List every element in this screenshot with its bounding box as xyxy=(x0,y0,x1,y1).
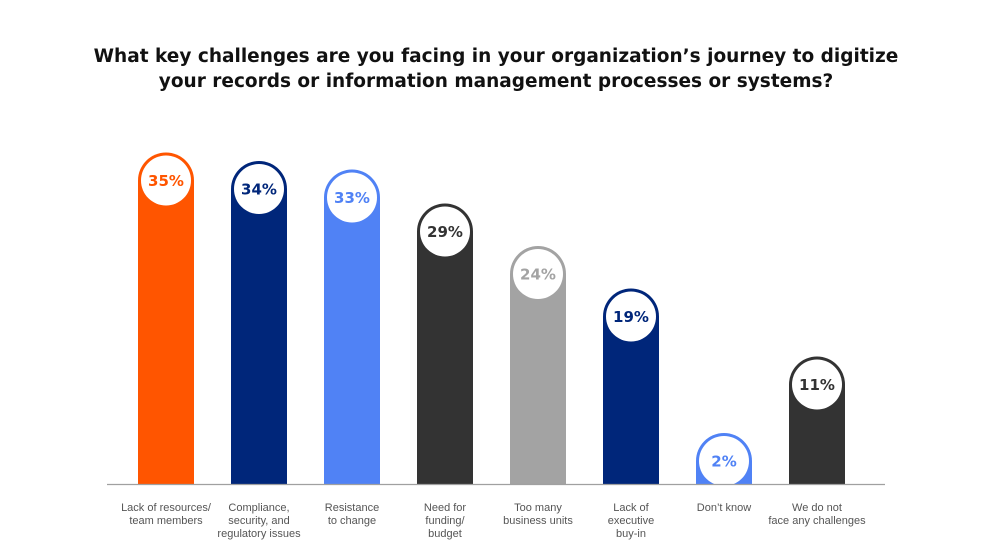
value-badge xyxy=(327,172,377,223)
bar xyxy=(603,288,659,484)
category-label-line: We do not xyxy=(792,502,842,514)
bar xyxy=(510,246,566,484)
bar xyxy=(138,152,194,484)
category-label: Too many business units xyxy=(503,502,573,527)
bar-group: 2% xyxy=(696,433,752,486)
category-label-line: face any challenges xyxy=(768,515,866,527)
value-label: 24% xyxy=(520,266,556,284)
value-badge xyxy=(513,249,563,299)
value-label: 33% xyxy=(334,189,370,207)
category-label-line: Lack of resources/ xyxy=(121,502,212,514)
bar xyxy=(417,203,473,485)
category-label-line: Don’t know xyxy=(697,502,751,514)
category-label-line: business units xyxy=(503,515,573,527)
value-badge xyxy=(141,155,191,206)
category-label-line: budget xyxy=(428,528,462,540)
category-label-line: security, and xyxy=(228,515,290,527)
category-label: Don’t know xyxy=(697,502,751,514)
category-label-line: regulatory issues xyxy=(217,528,301,540)
category-label: We do not face any challenges xyxy=(768,502,866,527)
category-label: Compliance, security, and regulatory issue… xyxy=(217,502,301,540)
bar-group: 33% xyxy=(324,169,381,484)
category-label-line: Lack of xyxy=(613,502,649,514)
value-label: 19% xyxy=(613,308,649,326)
bar-group: 24% xyxy=(510,246,566,484)
value-label: 35% xyxy=(148,172,184,190)
value-badge xyxy=(792,359,842,410)
chart-title: What key challenges are you facing in yo… xyxy=(0,44,992,94)
value-badge xyxy=(234,164,284,214)
category-label-line: Resistance xyxy=(325,502,379,514)
bar-group: 19% xyxy=(603,288,659,484)
category-label: Resistance to change xyxy=(325,502,379,527)
category-label: Lack of executive buy-in xyxy=(608,502,654,540)
category-label-line: Need for xyxy=(424,502,467,514)
value-label: 29% xyxy=(427,223,463,241)
bar-group: 35% xyxy=(138,152,194,484)
category-label: Lack of resources/team members xyxy=(121,502,212,527)
category-label-line: funding/ xyxy=(425,515,465,527)
value-label: 11% xyxy=(799,376,835,394)
category-label-line: Too many xyxy=(514,502,562,514)
bar-group: 29% xyxy=(417,203,473,485)
bar xyxy=(231,161,287,484)
category-label-line: Compliance, xyxy=(228,502,289,514)
bar-group: 34% xyxy=(231,161,287,484)
chart-title-line-1: What key challenges are you facing in yo… xyxy=(93,46,899,67)
value-badge xyxy=(420,206,470,257)
category-label-line: team members xyxy=(129,515,203,527)
category-label-line: to change xyxy=(328,515,376,527)
value-badge xyxy=(606,291,656,342)
bar-group: 11% xyxy=(789,356,845,484)
category-label-line: buy-in xyxy=(616,528,646,540)
bar xyxy=(324,169,381,484)
category-label: Need for funding/budget xyxy=(424,502,467,540)
value-badge xyxy=(699,436,749,486)
value-label: 34% xyxy=(241,181,277,199)
value-label: 2% xyxy=(711,453,736,471)
chart-title-line-2: your records or information management p… xyxy=(158,71,834,92)
category-label-line: executive xyxy=(608,515,654,527)
